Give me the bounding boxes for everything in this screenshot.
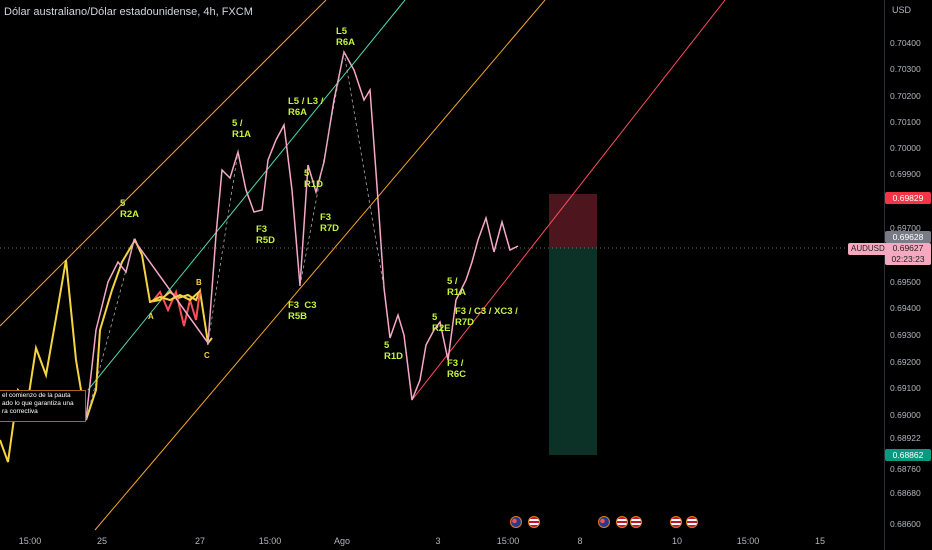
price-tick-label: 0.68680 bbox=[890, 488, 921, 498]
channel-red[interactable] bbox=[411, 0, 726, 401]
annotation-note-text: el comienzo de la pauta ado lo que garan… bbox=[2, 392, 74, 415]
price-tick-label: 0.69000 bbox=[890, 410, 921, 420]
time-tick-label: 15 bbox=[814, 536, 826, 546]
wave-label-r6a-top[interactable]: L5 R6A bbox=[336, 26, 356, 48]
time-tick-label: 10 bbox=[671, 536, 683, 546]
wave-label-r2a[interactable]: 5 R2A bbox=[120, 198, 140, 220]
entry-price-tag[interactable]: 0.69628 bbox=[885, 231, 931, 243]
price-tick-label: 0.70300 bbox=[890, 64, 921, 74]
current-price-value: 0.69627 bbox=[892, 243, 924, 253]
point-label-b: B bbox=[196, 278, 202, 287]
wave-label-r7d[interactable]: F3 R7D bbox=[320, 212, 340, 234]
bar-countdown: 02:23:23 bbox=[891, 254, 925, 264]
price-tick-label: 0.70200 bbox=[890, 91, 921, 101]
price-axis-currency[interactable]: USD bbox=[892, 5, 912, 15]
channel-teal[interactable] bbox=[87, 0, 406, 391]
time-tick-label: 8 bbox=[577, 536, 583, 546]
price-tick-label: 0.68922 bbox=[890, 433, 921, 443]
current-price-tag[interactable]: 0.69627 02:23:23 bbox=[885, 243, 931, 265]
flag-us-icon[interactable] bbox=[630, 516, 642, 528]
take-profit-price-tag[interactable]: 0.68862 bbox=[885, 449, 931, 461]
stop-loss-price-tag[interactable]: 0.69829 bbox=[885, 192, 931, 204]
price-path-yellow[interactable] bbox=[0, 237, 213, 463]
price-tick-label: 0.70100 bbox=[890, 117, 921, 127]
price-tick-label: 0.69200 bbox=[890, 357, 921, 367]
time-tick-label: 27 bbox=[194, 536, 206, 546]
time-tick-label: 15:00 bbox=[736, 536, 760, 546]
wave-connector-3 bbox=[299, 51, 345, 287]
point-label-a: A bbox=[148, 312, 154, 321]
channel-mid-orange[interactable] bbox=[94, 0, 546, 531]
price-tick-label: 0.69700 bbox=[890, 223, 921, 233]
flag-us-icon[interactable] bbox=[528, 516, 540, 528]
wave-label-r5d[interactable]: F3 R5D bbox=[256, 224, 276, 246]
wave-label-r1a-right[interactable]: 5 / R1A bbox=[447, 276, 467, 298]
time-tick-label: Ago bbox=[333, 536, 351, 546]
flag-us-icon[interactable] bbox=[616, 516, 628, 528]
time-tick-label: 3 bbox=[435, 536, 441, 546]
price-tick-label: 0.69300 bbox=[890, 330, 921, 340]
symbol-tag[interactable]: AUDUSD bbox=[848, 243, 888, 255]
wave-label-r6c[interactable]: F3 / R6C bbox=[447, 358, 467, 380]
point-label-c: C bbox=[204, 351, 210, 360]
wave-label-r5b[interactable]: F3 C3 R5B bbox=[288, 300, 317, 322]
price-tick-label: 0.68600 bbox=[890, 519, 921, 529]
time-tick-label: 15:00 bbox=[496, 536, 520, 546]
price-tick-label: 0.69900 bbox=[890, 169, 921, 179]
wave-label-r1a[interactable]: 5 / R1A bbox=[232, 118, 252, 140]
wave-label-r6a-mid[interactable]: L5 / L3 / R6A bbox=[288, 96, 324, 118]
flag-au-icon[interactable] bbox=[598, 516, 610, 528]
channel-upper-orange[interactable] bbox=[0, 0, 327, 327]
wave-label-r1d[interactable]: 5 R1D bbox=[304, 168, 324, 190]
wave-connector-2 bbox=[207, 151, 239, 344]
time-tick-label: 25 bbox=[96, 536, 108, 546]
price-tick-label: 0.69100 bbox=[890, 383, 921, 393]
wave-label-r1d-low[interactable]: 5 R1D bbox=[384, 340, 404, 362]
price-tick-label: 0.70400 bbox=[890, 38, 921, 48]
price-tick-label: 0.70000 bbox=[890, 143, 921, 153]
wave-connector-4 bbox=[343, 51, 385, 289]
price-tick-label: 0.68760 bbox=[890, 464, 921, 474]
flag-us-icon[interactable] bbox=[686, 516, 698, 528]
stop-loss-zone[interactable] bbox=[549, 194, 597, 248]
flag-us-icon[interactable] bbox=[670, 516, 682, 528]
wave-connector-1 bbox=[85, 239, 135, 421]
annotation-note[interactable]: el comienzo de la pauta ado lo que garan… bbox=[0, 390, 86, 422]
price-tick-label: 0.69400 bbox=[890, 303, 921, 313]
price-tick-label: 0.69500 bbox=[890, 277, 921, 287]
time-tick-label: 15:00 bbox=[258, 536, 282, 546]
flag-au-icon[interactable] bbox=[510, 516, 522, 528]
wave-label-r2e[interactable]: 5 R2E bbox=[432, 312, 451, 334]
wave-label-r7d-right[interactable]: F3 / C3 / XC3 / R7D bbox=[455, 306, 518, 328]
price-path-red[interactable] bbox=[151, 288, 201, 327]
time-tick-label: 15:00 bbox=[18, 536, 42, 546]
price-path-yellow-2[interactable] bbox=[149, 290, 201, 303]
take-profit-zone[interactable] bbox=[549, 248, 597, 455]
chart-title: Dólar australiano/Dólar estadounidense, … bbox=[4, 6, 253, 18]
